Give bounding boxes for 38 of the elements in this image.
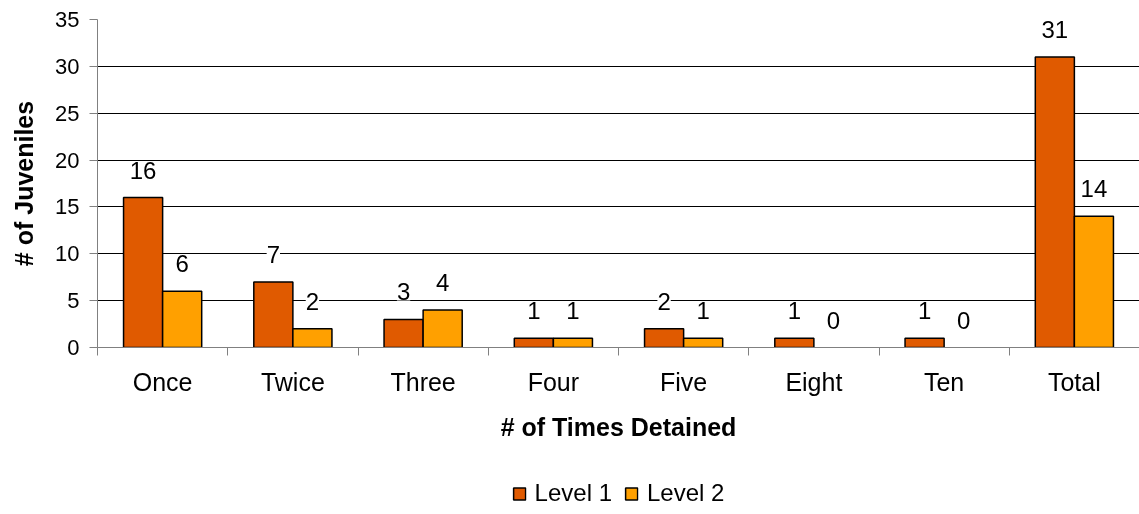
data-label: 4 [435,269,450,297]
y-tick-label: 0 [67,335,80,360]
y-tick-label: 30 [55,53,80,79]
x-tick-label: Three [390,367,456,396]
legend-label: Level 1 [534,479,612,507]
y-tick-label: 5 [67,288,80,314]
data-label: 1 [917,297,932,325]
x-tick-label: Five [660,367,708,396]
bar [774,337,815,348]
data-label: 14 [1080,175,1108,203]
data-label: 16 [129,156,157,184]
data-label: 1 [696,297,710,325]
data-label: 1 [527,297,541,325]
data-label: 6 [175,250,189,278]
x-tick-label: Total [1047,367,1101,396]
data-label: 3 [396,278,411,306]
data-label: 1 [566,297,580,325]
y-tick-label: 15 [55,194,80,220]
bar [904,337,945,348]
data-label: 2 [657,287,671,315]
x-tick-label: Four [527,367,580,396]
x-tick-label: Once [132,367,193,396]
x-tick-label: Eight [785,367,843,396]
data-label: 0 [826,306,841,334]
data-label: 0 [956,306,971,334]
data-label: 1 [787,297,802,325]
x-tick-label: Ten [923,367,965,396]
data-label: 7 [266,240,281,268]
x-tick-label: Twice [260,367,325,396]
x-axis-title: # of Times Detained [500,412,737,441]
y-axis-title: # of Juveniles [10,100,39,267]
data-label: 31 [1041,15,1069,43]
y-tick-label: 20 [55,147,80,173]
legend-label: Level 2 [647,479,725,507]
data-label: 2 [305,287,320,315]
y-tick-label: 35 [55,7,80,32]
y-tick-label: 25 [55,100,80,126]
y-tick-label: 10 [55,241,80,267]
